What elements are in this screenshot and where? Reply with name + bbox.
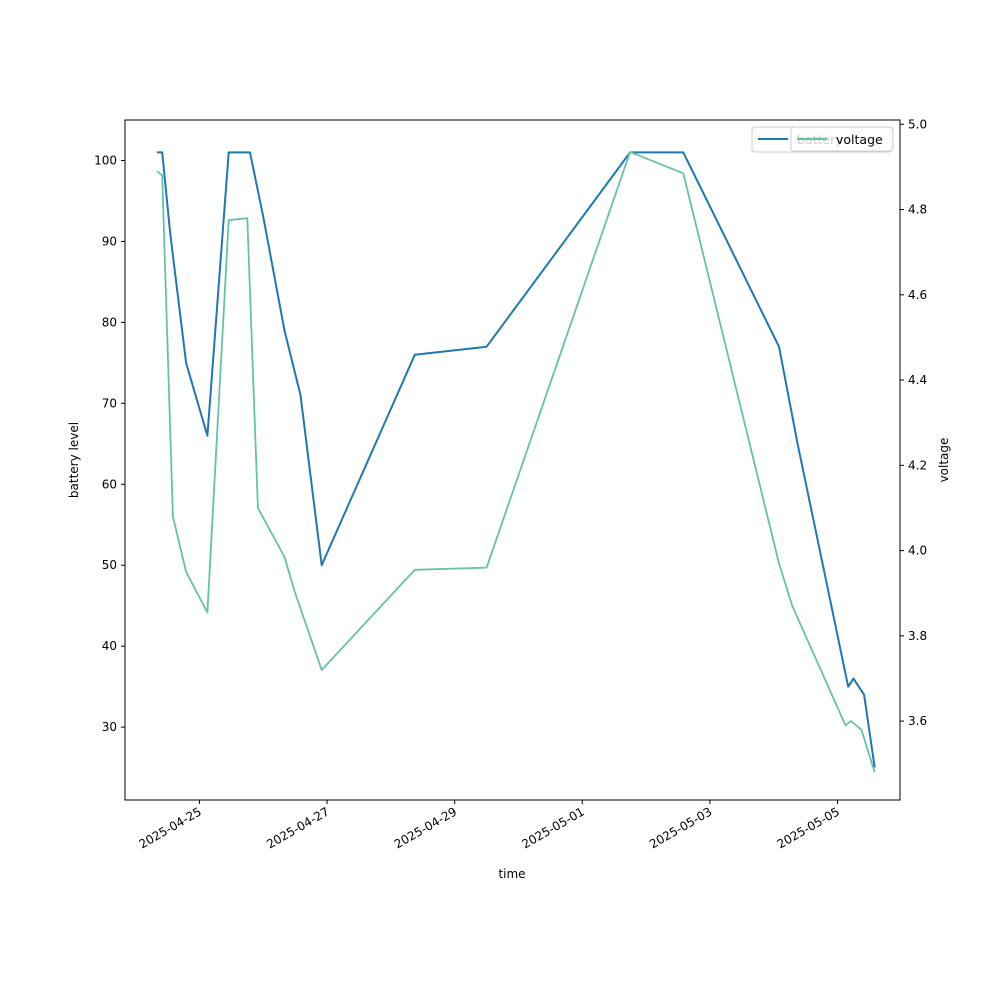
left-tick-label: 30 [102, 720, 117, 734]
right-tick-label: 4.6 [908, 288, 927, 302]
left-tick-label: 50 [102, 558, 117, 572]
right-tick-label: 3.8 [908, 629, 927, 643]
right-tick-label: 3.6 [908, 714, 927, 728]
series-line-battery [156, 151, 876, 768]
left-tick-label: 70 [102, 396, 117, 410]
series-layer [156, 151, 876, 773]
right-tick-label: 4.8 [908, 203, 927, 217]
left-tick-label: 100 [94, 153, 117, 167]
left-tick-label: 80 [102, 315, 117, 329]
right-tick-label: 4.2 [908, 458, 927, 472]
legend-voltage-box [790, 126, 894, 152]
legend-voltage: voltage [790, 126, 894, 152]
left-tick-label: 40 [102, 639, 117, 653]
left-axis: 30 40 50 60 70 80 90 100 [94, 153, 125, 734]
plot-frame [124, 119, 901, 801]
right-y-axis-title: voltage [937, 438, 951, 483]
left-tick-label: 60 [102, 477, 117, 491]
right-tick-label: 5.0 [908, 117, 927, 131]
right-tick-label: 4.0 [908, 544, 927, 558]
x-axis-title: time [498, 867, 525, 881]
left-y-axis-title: battery level [67, 422, 81, 498]
right-tick-label: 4.4 [908, 373, 927, 387]
left-tick-label: 90 [102, 234, 117, 248]
legend-voltage-label: voltage [836, 132, 883, 147]
right-axis: 3.6 3.8 4.0 4.2 4.4 4.6 4.8 5.0 [900, 117, 927, 728]
series-line-voltage [156, 151, 876, 773]
